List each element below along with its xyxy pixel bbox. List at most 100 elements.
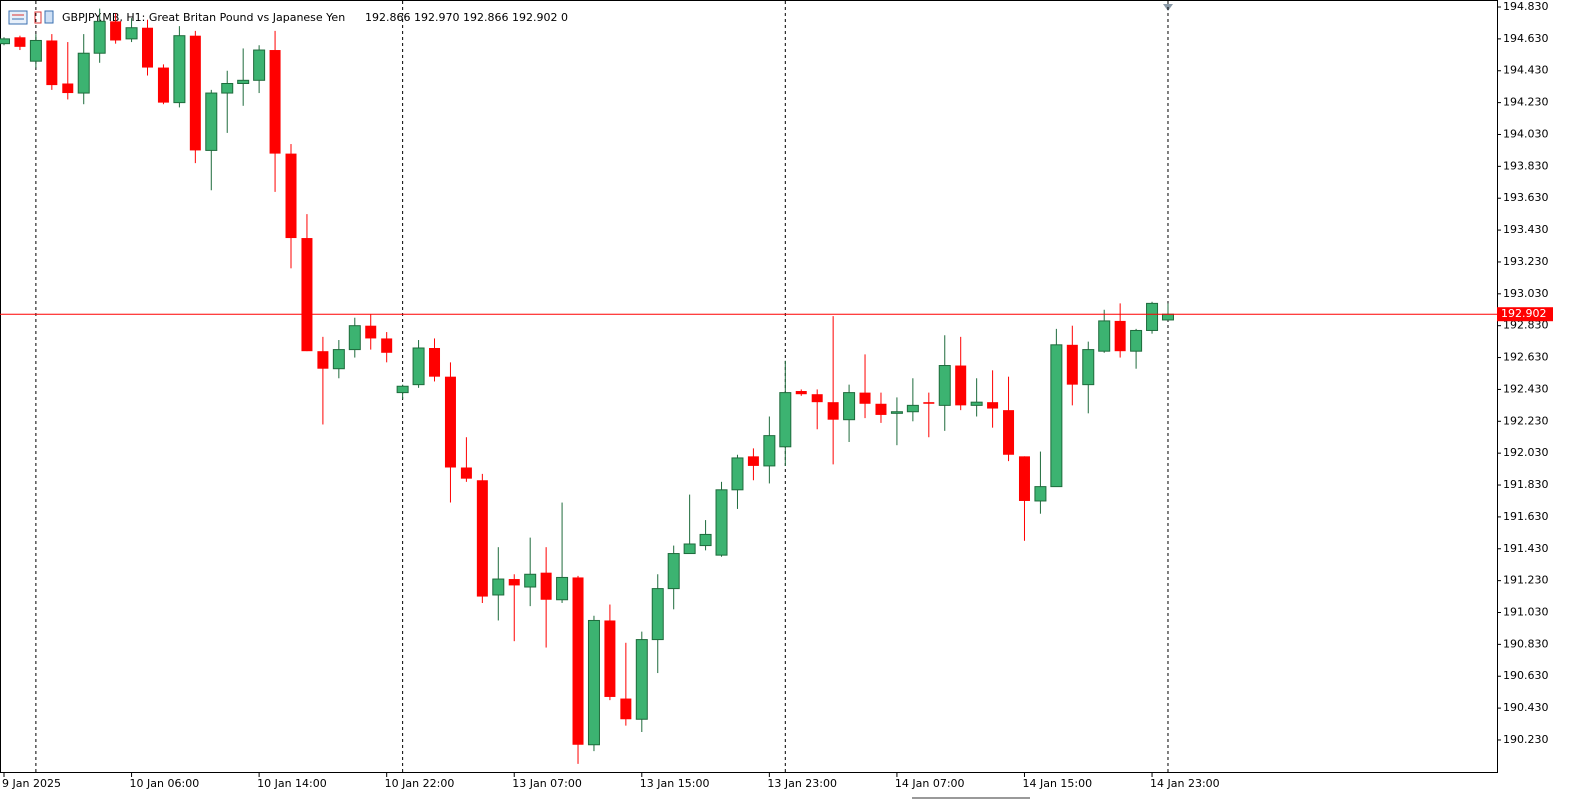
candle-body	[14, 37, 26, 47]
candle-body	[62, 83, 74, 94]
x-tick-label: 13 Jan 07:00	[512, 777, 582, 790]
candle-body	[906, 404, 919, 413]
y-tick-label: 192.830	[1503, 319, 1549, 332]
y-tick-label: 192.630	[1503, 351, 1549, 364]
y-tick-label: 190.630	[1503, 669, 1549, 682]
y-tick-label: 193.630	[1503, 191, 1549, 204]
candle-body	[348, 325, 361, 351]
candle-body	[205, 92, 218, 151]
candle-body	[763, 435, 776, 467]
candle-body	[332, 349, 345, 370]
candle-body	[125, 27, 138, 40]
x-tick-label: 10 Jan 06:00	[130, 777, 200, 790]
icon-bar	[34, 11, 42, 24]
candle-body	[715, 489, 728, 556]
x-tick-label: 9 Jan 2025	[2, 777, 61, 790]
icon-bar	[44, 10, 54, 24]
y-tick-label: 191.430	[1503, 542, 1549, 555]
x-tick-label: 14 Jan 23:00	[1150, 777, 1220, 790]
quote-text: 192.866 192.970 192.866 192.902 0	[365, 11, 568, 24]
candle-body	[859, 392, 871, 404]
candle-body	[587, 619, 600, 746]
candle-body	[396, 385, 409, 394]
candle-body	[827, 402, 839, 420]
candle-body	[1146, 302, 1159, 331]
y-tick-label: 192.430	[1503, 382, 1549, 395]
candle-body	[173, 35, 186, 104]
candle-body	[604, 620, 616, 697]
candle-body	[1161, 313, 1174, 321]
candle-body	[0, 38, 10, 45]
candle-body	[1098, 320, 1111, 352]
candle-body	[1130, 329, 1143, 352]
candle-body	[890, 411, 903, 414]
candle-body	[365, 325, 377, 339]
chart-title: GBPJPY.MB, H1: Great Britan Pound vs Jap…	[62, 11, 345, 24]
plot-frame	[0, 0, 1498, 773]
x-tick-label: 13 Jan 23:00	[767, 777, 837, 790]
y-tick-label: 191.630	[1503, 510, 1549, 523]
y-tick-label: 191.230	[1503, 574, 1549, 587]
candle-body	[667, 553, 680, 590]
candle-body	[923, 402, 935, 404]
candle-body	[301, 238, 313, 352]
x-tick-label: 10 Jan 22:00	[385, 777, 455, 790]
candle-body	[651, 588, 664, 641]
candle-body	[46, 40, 58, 86]
y-tick-label: 190.430	[1503, 701, 1549, 714]
y-tick-label: 192.030	[1503, 446, 1549, 459]
candle-body	[1114, 320, 1126, 352]
candle-body	[492, 578, 505, 596]
candle-body	[1050, 344, 1063, 488]
y-tick-label: 190.830	[1503, 637, 1549, 650]
candle-body	[460, 467, 472, 479]
y-tick-label: 194.830	[1503, 0, 1549, 13]
candle-body	[540, 572, 552, 600]
candle-body	[253, 49, 266, 81]
candle-body	[412, 347, 425, 386]
candle-body	[811, 394, 823, 403]
y-tick-label: 191.030	[1503, 606, 1549, 619]
candle-body	[77, 52, 90, 94]
candle-body	[110, 21, 122, 41]
candle-body	[524, 573, 537, 588]
candle-body	[572, 577, 584, 745]
candle-body	[429, 347, 441, 377]
candle-body	[795, 391, 807, 395]
y-tick-label: 193.430	[1503, 223, 1549, 236]
candle-body	[747, 456, 759, 466]
y-tick-label: 193.230	[1503, 255, 1549, 268]
candle-body	[476, 480, 488, 597]
candle-body	[221, 82, 234, 94]
candle-body	[683, 543, 696, 555]
y-tick-label: 192.230	[1503, 414, 1549, 427]
x-tick-label: 14 Jan 15:00	[1022, 777, 1092, 790]
candle-body	[699, 533, 712, 547]
candle-body	[620, 698, 632, 720]
y-tick-label: 193.830	[1503, 159, 1549, 172]
current-price-label: 192.902	[1501, 307, 1547, 320]
candle-body	[29, 39, 42, 62]
candle-body	[635, 639, 648, 720]
icon-list	[8, 10, 28, 25]
chart-icons	[8, 10, 54, 25]
x-tick-label: 13 Jan 15:00	[640, 777, 710, 790]
candle-body	[556, 576, 569, 601]
candle-body	[843, 392, 856, 421]
candle-body	[269, 50, 281, 154]
y-tick-label: 194.230	[1503, 96, 1549, 109]
candle-body	[779, 392, 792, 448]
candle-body	[285, 153, 297, 239]
candle-body	[508, 579, 520, 586]
candle-body	[875, 403, 887, 415]
y-tick-label: 194.630	[1503, 32, 1549, 45]
candle-body	[1066, 344, 1078, 385]
candle-body	[317, 351, 329, 369]
candle-body	[1003, 410, 1015, 455]
candle-body	[381, 338, 393, 353]
candle-body	[142, 27, 154, 68]
candle-body	[987, 402, 999, 409]
candle-body	[955, 365, 967, 406]
